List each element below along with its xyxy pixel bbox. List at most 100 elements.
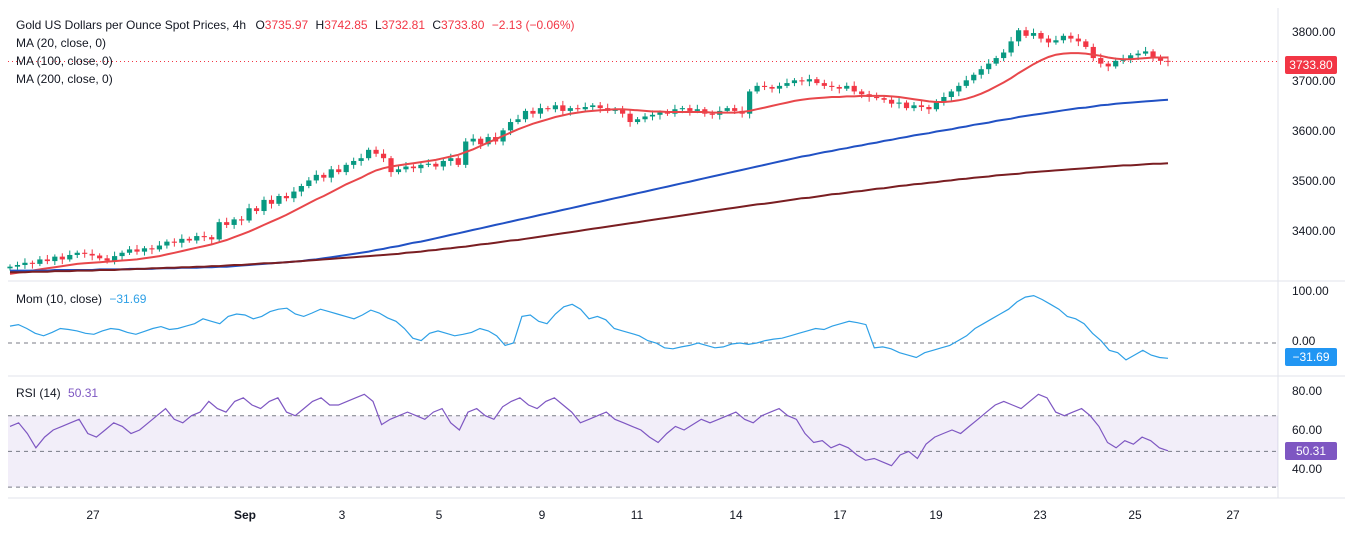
mom-legend[interactable]: Mom (10, close) −31.69 (16, 292, 146, 306)
candle-body (351, 160, 357, 165)
candle-body (948, 91, 954, 97)
candle-body (1053, 40, 1059, 43)
candle-body (821, 83, 827, 86)
candle-body (313, 174, 319, 181)
candle-body (1060, 35, 1067, 41)
candle-body (522, 110, 529, 120)
candle-body (276, 196, 282, 204)
time-axis-tick: 14 (729, 508, 743, 522)
candle-body (761, 85, 768, 87)
candle-body (425, 163, 431, 165)
candle-body (410, 166, 417, 169)
candle-body (747, 91, 753, 114)
candle-body (224, 222, 230, 225)
price-axis-tick: 3800.00 (1292, 25, 1336, 39)
rsi-value: 50.31 (68, 386, 99, 400)
ma20-legend[interactable]: MA (20, close, 0) (16, 36, 107, 50)
candle-body (844, 85, 850, 89)
candle-body (22, 262, 28, 265)
ma100-legend[interactable]: MA (100, close, 0) (16, 54, 113, 68)
candle-body (799, 80, 805, 82)
candle-body (455, 158, 461, 165)
candle-body (164, 241, 170, 246)
candle-body (126, 249, 133, 253)
candle-body (463, 141, 469, 165)
time-axis-tick: 5 (435, 508, 443, 522)
ma200-line (10, 162, 1169, 274)
candle-body (903, 102, 910, 109)
time-axis-tick: 11 (630, 508, 644, 522)
candle-body (380, 153, 387, 159)
candle-body (507, 122, 514, 131)
candle-body (537, 108, 544, 114)
candle-body (941, 97, 947, 103)
candle-body (321, 174, 327, 178)
candle-body (911, 105, 917, 109)
candle-body (97, 255, 103, 259)
price-axis-tick: 3700.00 (1292, 74, 1336, 88)
candle-body (530, 110, 536, 114)
candle-body (575, 108, 581, 110)
close-label: C (432, 18, 442, 32)
time-axis-tick: 27 (86, 508, 100, 522)
candle-body (358, 158, 364, 161)
candle-body (283, 196, 290, 199)
candle-body (246, 208, 252, 221)
candle-body (971, 74, 977, 81)
candle-body (874, 97, 880, 99)
ma200-legend[interactable]: MA (200, close, 0) (16, 72, 113, 86)
candle-body (829, 85, 835, 87)
candle-body (724, 108, 730, 111)
candle-body (1150, 51, 1156, 59)
candle-body (664, 112, 671, 114)
candle-body (336, 169, 342, 173)
candle-body (261, 199, 267, 212)
candle-body (231, 219, 237, 225)
candle-body (366, 149, 372, 159)
candle-body (1030, 33, 1037, 36)
high-value: 3742.85 (324, 18, 368, 32)
high-label: H (315, 18, 325, 32)
candle-body (590, 105, 596, 108)
candle-body (1001, 52, 1007, 59)
candle-body (836, 86, 842, 89)
candle-body (515, 119, 521, 123)
mom-axis-tick: 0.00 (1292, 334, 1316, 348)
candle-body (37, 259, 43, 264)
candle-body (186, 238, 192, 241)
candle-body (649, 114, 656, 117)
time-axis-tick: 19 (929, 508, 943, 522)
candle-body (1142, 51, 1149, 54)
candle-body (111, 256, 118, 261)
candle-body (485, 137, 491, 145)
candle-body (306, 180, 312, 186)
candle-body (373, 149, 379, 154)
candle-body (89, 253, 95, 256)
candle-body (1075, 38, 1081, 42)
chart-title: Gold US Dollars per Ounce Spot Prices, 4… (16, 18, 247, 32)
candle-body (67, 254, 73, 260)
candle-body (74, 252, 80, 255)
rsi-legend[interactable]: RSI (14) 50.31 (16, 386, 98, 400)
low-value: 3732.81 (381, 18, 426, 32)
candle-body (814, 79, 820, 84)
ma20-line (9, 52, 1168, 275)
candle-body (806, 79, 812, 82)
candle-body (993, 58, 999, 64)
candle-body (679, 108, 685, 110)
candle-body (1023, 30, 1029, 36)
candle-body (1113, 60, 1119, 67)
mom-label: Mom (10, close) (16, 292, 103, 306)
candle-body (82, 252, 88, 254)
candle-body (918, 105, 925, 108)
candle-body (395, 169, 402, 173)
candle-body (433, 163, 439, 167)
time-axis-tick: 23 (1033, 508, 1047, 522)
candle-body (440, 160, 446, 167)
candle-body (694, 109, 700, 111)
mom-line (9, 294, 1169, 361)
rsi-axis-tick: 80.00 (1292, 384, 1323, 398)
rsi-value-tag: 50.31 (1285, 442, 1337, 460)
candle-body (784, 83, 790, 86)
